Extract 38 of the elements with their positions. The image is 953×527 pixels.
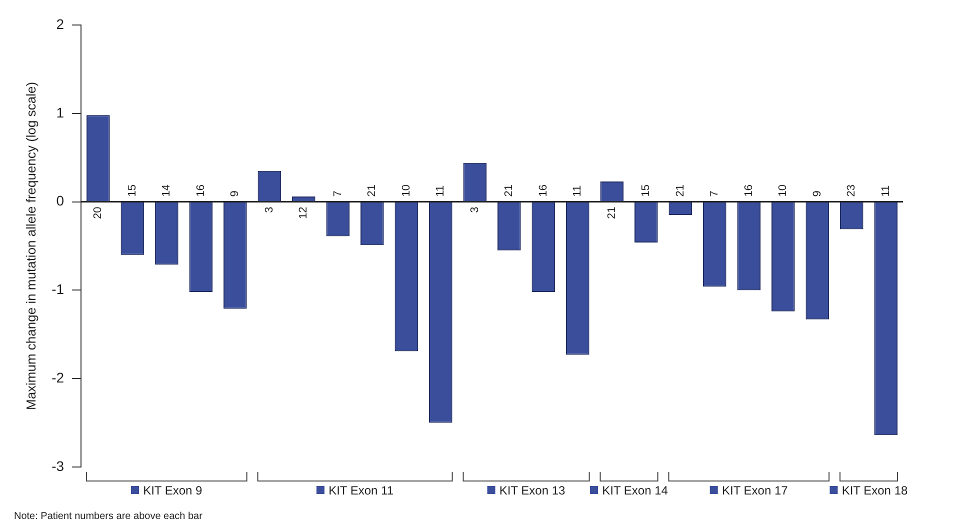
y-tick-label: 1	[56, 104, 64, 120]
x-tick-label: 21	[366, 184, 378, 197]
x-tick-label: 16	[194, 184, 207, 197]
x-tick-label: 11	[572, 185, 584, 197]
x-tick-label: 7	[332, 190, 344, 197]
legend-label: KIT Exon 13	[499, 483, 566, 498]
legend-label: KIT Exon 9	[143, 483, 203, 498]
x-tick-label: 10	[400, 184, 412, 197]
x-tick-label: 15	[126, 184, 138, 197]
x-tick-label: 12	[298, 206, 310, 220]
x-tick-label: 7	[708, 190, 721, 197]
x-tick-label: 9	[811, 190, 824, 197]
x-tick-label: 3	[468, 206, 481, 213]
x-tick-label: 21	[503, 184, 516, 197]
x-tick-label: 14	[160, 184, 173, 197]
x-tick-label: 9	[229, 190, 242, 197]
x-tick-label: 21	[674, 184, 686, 197]
legend-label: KIT Exon 11	[328, 483, 394, 498]
y-tick-label: 0	[56, 192, 64, 209]
legend-label: KIT Exon 18	[842, 483, 908, 498]
x-tick-label: 11	[434, 185, 447, 197]
x-tick-label: 16	[742, 184, 755, 197]
x-tick-label: 15	[640, 184, 652, 197]
y-tick-label: -1	[52, 281, 64, 298]
text: Note: Patient numbers are above each bar	[14, 510, 204, 522]
y-tick-label: -2	[52, 369, 64, 386]
x-tick-label: 21	[606, 206, 618, 220]
legend-label: KIT Exon 17	[722, 483, 788, 498]
x-tick-label: 20	[92, 206, 104, 220]
x-tick-label: 23	[846, 184, 858, 197]
x-tick-label: 16	[537, 184, 550, 197]
x-tick-label: 11	[880, 185, 892, 197]
legend-label: KIT Exon 14	[602, 483, 668, 498]
y-tick-label: 2	[56, 16, 64, 32]
x-tick-label: 10	[777, 184, 790, 197]
y-axis-title: Maximum change in mutation allele frequency (log scale)	[23, 82, 38, 410]
x-tick-label: 3	[263, 206, 276, 213]
y-tick-label: -3	[52, 458, 64, 474]
